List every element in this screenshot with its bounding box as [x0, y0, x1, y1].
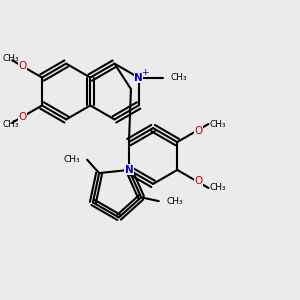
Text: CH₃: CH₃: [210, 120, 226, 129]
Text: N: N: [134, 73, 143, 82]
Text: CH₃: CH₃: [2, 54, 19, 63]
Text: CH₃: CH₃: [2, 120, 19, 129]
Text: CH₃: CH₃: [166, 196, 183, 206]
Text: O: O: [18, 112, 26, 122]
Text: CH₃: CH₃: [171, 73, 188, 82]
Text: O: O: [194, 126, 202, 136]
Text: CH₃: CH₃: [63, 155, 80, 164]
Text: +: +: [141, 68, 149, 76]
Text: O: O: [18, 61, 26, 70]
Text: N: N: [124, 165, 133, 175]
Text: O: O: [194, 176, 202, 186]
Text: CH₃: CH₃: [210, 184, 226, 193]
